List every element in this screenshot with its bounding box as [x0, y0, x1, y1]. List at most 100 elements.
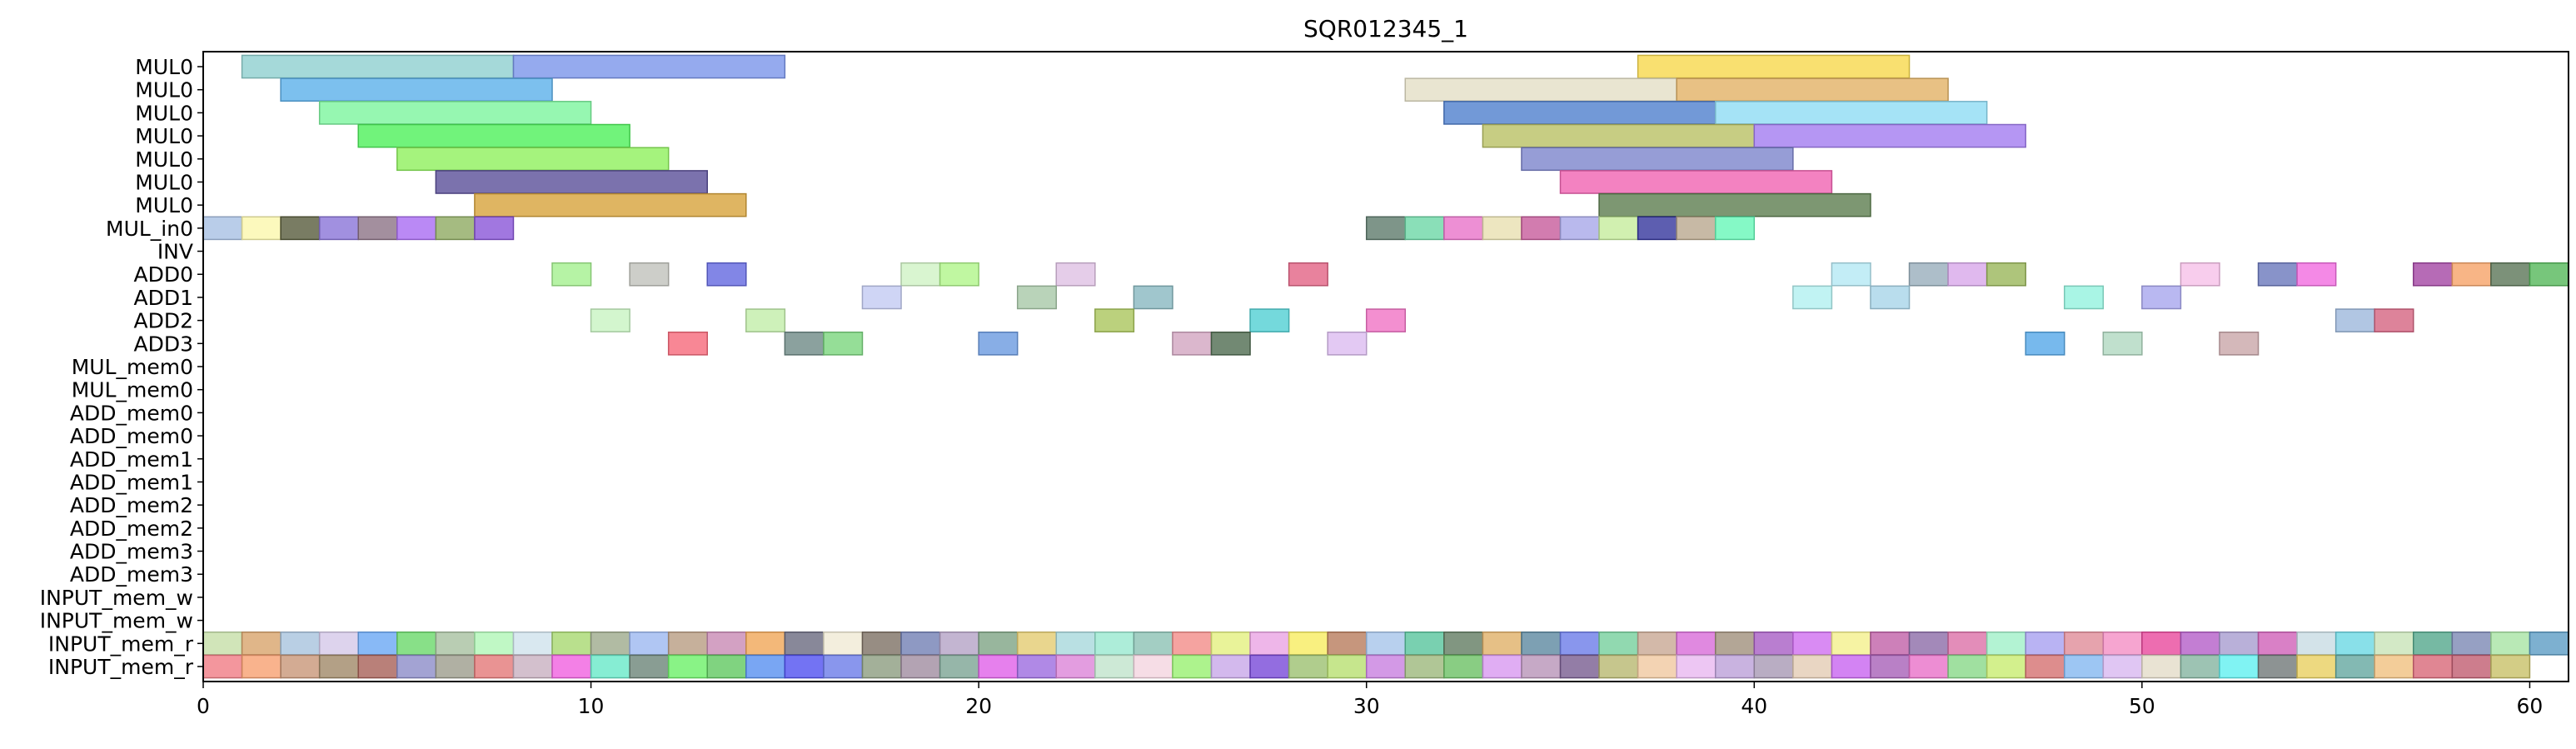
- gantt-bar: [745, 654, 786, 679]
- gantt-bar: [2374, 631, 2414, 656]
- gantt-bar: [1521, 147, 1794, 172]
- gantt-bar: [1986, 631, 2026, 656]
- x-tick-label: 10: [578, 694, 605, 718]
- y-tick-label: ADD_mem3: [70, 540, 193, 564]
- y-tick-label: MUL0: [135, 55, 193, 79]
- gantt-bar: [2296, 654, 2337, 679]
- gantt-bar: [1327, 654, 1368, 679]
- gantt-bar: [1288, 654, 1328, 679]
- gantt-bar: [1249, 654, 1290, 679]
- bars-group: [202, 54, 2569, 679]
- gantt-bar: [823, 654, 864, 679]
- gantt-bar: [551, 262, 592, 287]
- gantt-bar: [396, 654, 437, 679]
- gantt-bar: [2490, 654, 2531, 679]
- gantt-bar: [629, 654, 670, 679]
- gantt-bar: [241, 216, 282, 241]
- gantt-bar: [1365, 216, 1407, 241]
- gantt-bar: [202, 631, 243, 656]
- gantt-bar: [512, 54, 786, 79]
- gantt-bar: [1714, 654, 1756, 679]
- x-tick-label: 30: [1353, 694, 1380, 718]
- gantt-bar: [280, 631, 321, 656]
- gantt-bar: [2180, 654, 2220, 679]
- gantt-bar: [2102, 631, 2143, 656]
- x-tick-label: 0: [197, 694, 210, 718]
- y-tick-label: ADD_mem3: [70, 562, 193, 587]
- gantt-bar: [1947, 654, 1988, 679]
- gantt-bar: [2025, 631, 2065, 656]
- gantt-bar: [1753, 631, 1794, 656]
- chart-title: SQR012345_1: [1303, 15, 1468, 42]
- gantt-bar: [1637, 654, 1677, 679]
- gantt-bar: [241, 631, 282, 656]
- gantt-bar: [2490, 631, 2531, 656]
- gantt-bar: [280, 216, 321, 241]
- gantt-bar: [1598, 192, 1871, 217]
- gantt-bar: [1598, 631, 1639, 656]
- gantt-bar: [2219, 631, 2260, 656]
- gantt-bar: [667, 331, 708, 356]
- gantt-bar: [1133, 654, 1173, 679]
- gantt-bar: [1404, 631, 1445, 656]
- gantt-bar: [861, 285, 902, 310]
- gantt-bar: [900, 262, 941, 287]
- gantt-bar: [861, 631, 902, 656]
- y-tick-label: MUL0: [135, 78, 193, 102]
- gantt-bar: [1288, 262, 1328, 287]
- y-tick-label: INPUT_mem_w: [40, 609, 193, 633]
- gantt-bar: [2296, 262, 2337, 287]
- gantt-bar: [2334, 308, 2375, 332]
- gantt-bar: [2141, 285, 2182, 310]
- gantt-bar: [978, 631, 1019, 656]
- gantt-bar: [512, 654, 553, 679]
- gantt-bar: [1676, 216, 1717, 241]
- gantt-bar: [2413, 262, 2454, 287]
- gantt-bar: [2141, 631, 2182, 656]
- gantt-bar: [2257, 631, 2298, 656]
- gantt-bar: [1637, 216, 1677, 241]
- gantt-bar: [590, 631, 630, 656]
- gantt-bar: [1559, 631, 1600, 656]
- gantt-bar: [435, 216, 476, 241]
- gantt-bar: [241, 54, 515, 79]
- gantt-bar: [241, 654, 282, 679]
- y-axis-labels: MUL0MUL0MUL0MUL0MUL0MUL0MUL0MUL_in0INVAD…: [40, 55, 203, 679]
- gantt-bar: [357, 123, 630, 148]
- gantt-bar: [2064, 654, 2105, 679]
- gantt-bar: [1249, 631, 1290, 656]
- gantt-bar: [2102, 331, 2143, 356]
- gantt-bar: [396, 216, 437, 241]
- gantt-bar: [1521, 216, 1562, 241]
- y-tick-label: ADD_mem1: [70, 470, 193, 494]
- gantt-bar: [1676, 77, 1949, 102]
- gantt-bar: [2180, 631, 2220, 656]
- gantt-bar: [1986, 262, 2026, 287]
- gantt-bar: [2413, 631, 2454, 656]
- gantt-bar: [1831, 262, 1871, 287]
- gantt-bar: [1521, 654, 1562, 679]
- gantt-bar: [2257, 262, 2298, 287]
- gantt-bar: [784, 654, 825, 679]
- gantt-bar: [1482, 631, 1522, 656]
- gantt-bar: [1210, 631, 1251, 656]
- gantt-bar: [357, 216, 398, 241]
- gantt-bar: [861, 654, 902, 679]
- gantt-bar: [357, 631, 398, 656]
- gantt-bar: [2529, 262, 2569, 287]
- gantt-bar: [2257, 654, 2298, 679]
- gantt-bar: [706, 654, 747, 679]
- gantt-bar: [280, 77, 553, 102]
- gantt-bar: [1482, 123, 1756, 148]
- gantt-bar: [357, 654, 398, 679]
- gantt-bar: [1908, 631, 1949, 656]
- gantt-bar: [2025, 654, 2065, 679]
- gantt-bar: [823, 631, 864, 656]
- gantt-bar: [1792, 654, 1833, 679]
- gantt-bar: [667, 654, 708, 679]
- gantt-bar: [667, 631, 708, 656]
- y-tick-label: INPUT_mem_r: [48, 632, 194, 656]
- y-tick-label: ADD_mem2: [70, 517, 193, 541]
- gantt-bar: [1598, 654, 1639, 679]
